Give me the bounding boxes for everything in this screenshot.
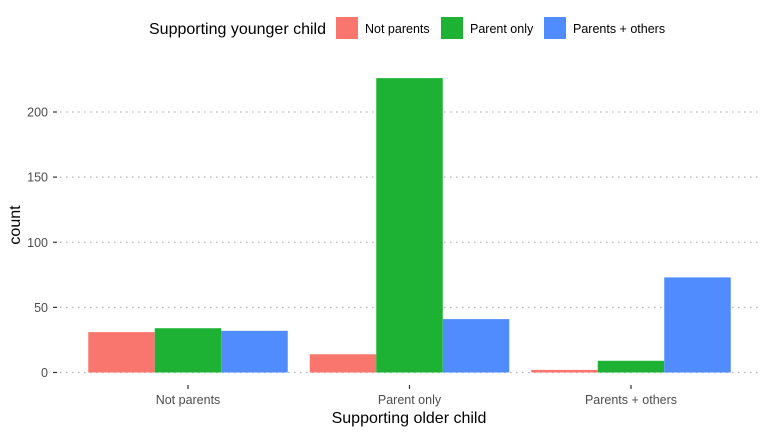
legend-label: Parent only	[470, 22, 534, 36]
legend-key	[441, 17, 463, 39]
x-tick-label: Not parents	[156, 393, 221, 407]
x-axis-title: Supporting older child	[332, 410, 487, 427]
legend-key	[336, 17, 358, 39]
legend-key	[544, 17, 566, 39]
bar	[531, 369, 598, 373]
x-tick-label: Parents + others	[585, 393, 677, 407]
bar	[376, 78, 443, 373]
legend-label: Not parents	[365, 22, 430, 36]
legend-label: Parents + others	[573, 22, 665, 36]
y-tick-label: 0	[41, 366, 48, 380]
y-axis-title: count	[7, 205, 24, 245]
y-tick-label: 50	[34, 301, 48, 315]
bar	[442, 319, 510, 373]
axes: 0 50 100 150 200 Not parents Parent only Parent…	[27, 106, 677, 408]
bar	[221, 330, 288, 373]
bar	[88, 332, 155, 373]
bar	[597, 360, 665, 373]
legend-title: Supporting younger child	[149, 21, 326, 38]
bar	[664, 277, 731, 373]
bar	[309, 354, 377, 373]
legend: Supporting younger child Not parents Pare…	[149, 17, 665, 39]
x-tick-label: Parent only	[378, 393, 442, 407]
y-tick-label: 100	[27, 236, 48, 250]
bars	[88, 78, 731, 373]
y-tick-label: 150	[27, 171, 48, 185]
bar	[154, 328, 222, 373]
y-tick-label: 200	[27, 106, 48, 120]
